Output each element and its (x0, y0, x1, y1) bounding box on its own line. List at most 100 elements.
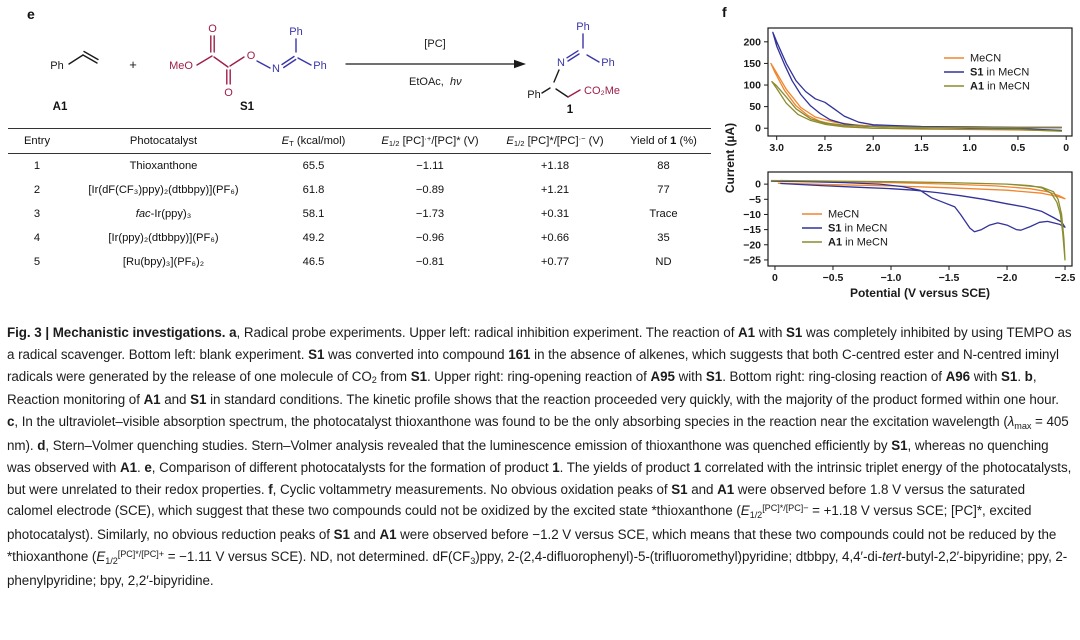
series-A1 in MeCN (770, 179, 1066, 261)
table-cell: −1.11 (416, 160, 444, 172)
product-imine-bond (567, 53, 580, 62)
text-segment: ·+ (424, 133, 432, 143)
text-segment: [Ir(dF(CF₃)ppy)₂(dtbbpy)](PF₆) (88, 184, 239, 196)
legend-label: S1 in MeCN (828, 223, 887, 235)
text-segment: . (137, 459, 145, 475)
text-segment: (%) (676, 135, 697, 147)
y-tick-label: −15 (743, 224, 761, 236)
text-segment: , whereas no quenching was observed with (7, 437, 1049, 475)
text-segment: A1 (738, 325, 756, 340)
a1-double-bond (83, 50, 99, 61)
s1-imine-bond (281, 55, 295, 66)
text-segment: A1 (379, 527, 397, 543)
condition-solvent: EtOAc, (409, 76, 444, 88)
table-cell: +0.66 (540, 232, 570, 244)
table-header-row: Entry Photocatalyst ET (kcal/mol) E1/2 [PC]… (8, 128, 711, 154)
x-tick-label: −2.0 (997, 272, 1018, 284)
product-n-label: N (557, 57, 565, 69)
table-header-cell-0: Entry (8, 128, 66, 154)
s1-o-top-label: O (208, 23, 217, 35)
text-segment: A96 (945, 368, 971, 384)
x-axis-title: Potential (V versus SCE) (850, 286, 990, 300)
x-tick-label: 2.5 (818, 142, 833, 154)
s1-imine-bond (283, 58, 297, 69)
table-cell: 61.8 (302, 184, 325, 196)
legend-label: A1 in MeCN (828, 237, 888, 249)
x-tick-label: −0.5 (823, 272, 844, 284)
text-segment: S1 (671, 481, 688, 497)
series-A1 in MeCN (771, 80, 1063, 132)
text-segment: 161 (508, 346, 531, 362)
y-tick-label: 200 (743, 36, 761, 48)
text-segment: [Ru(bpy)₃](PF₆)₂ (122, 256, 205, 268)
text-segment: 3 (470, 555, 476, 566)
text-segment: f (268, 481, 273, 497)
text-segment: correlated with the intrinsic triplet en… (7, 459, 1072, 497)
text-segment: [PC]*/[PC] (524, 135, 579, 147)
table-row: 1 Thioxanthone 65.5 −1.11 +1.18 88 (8, 154, 711, 179)
text-segment: . (1017, 368, 1025, 384)
text-segment: , Reaction monitoring of (7, 368, 1037, 408)
s1-bond (297, 57, 312, 66)
s1-meo-label: MeO (169, 60, 193, 72)
x-tick-label: −1.5 (939, 272, 960, 284)
text-segment: was converted into compound (324, 346, 509, 362)
reaction-scheme: Ph A1 + MeO O O O N Ph Ph S1 [PC] EtOAc,… (50, 21, 620, 116)
text-segment: (V) (585, 135, 604, 147)
y-tick-label: 50 (749, 101, 761, 113)
text-segment: S1 (705, 368, 723, 384)
text-segment: in the absence of alkenes, which suggest… (7, 346, 1059, 384)
table-cell: 77 (657, 184, 670, 196)
text-segment: tert (882, 548, 902, 564)
product-ester-label: CO₂Me (584, 85, 620, 97)
text-segment: and (687, 481, 718, 497)
series-S1 in MeCN (770, 180, 1066, 233)
text-segment: E (281, 135, 290, 147)
text-segment: [PC]*/[PC]− (762, 503, 809, 514)
text-segment: = 405 nm). (7, 414, 1069, 453)
text-segment: from (376, 368, 411, 384)
text-segment: -Ir(ppy)₃ (150, 208, 192, 220)
text-segment: λ (1007, 414, 1015, 430)
text-segment: T (289, 139, 294, 149)
text-segment: 2 (371, 375, 377, 386)
text-segment: E (96, 548, 106, 564)
legend-label: MeCN (970, 53, 1001, 65)
table-cell: 65.5 (302, 160, 325, 172)
text-segment: S1 (333, 527, 350, 543)
s1-ph-top-label: Ph (289, 26, 302, 38)
text-segment: , Radical probe experiments. Upper left:… (236, 325, 739, 340)
cv-plot-oxidation: 3.0 2.5 2.0 1.5 1.0 0.5 0 200 150 100 50 0 MeCN S1 in… (743, 27, 1073, 154)
text-segment: 1/2 (105, 555, 118, 566)
product-ph-top-label: Ph (576, 21, 589, 33)
s1-o-ester-label: O (247, 50, 256, 62)
table-cell: −0.89 (415, 184, 445, 196)
table-header-cell-3: E1/2 [PC]·+/[PC]* (V) (366, 128, 494, 154)
text-segment: A95 (650, 368, 675, 384)
x-tick-label: −1.0 (881, 272, 902, 284)
s1-bond (196, 55, 213, 66)
legend-label: MeCN (828, 209, 859, 221)
text-segment: Yield of (630, 135, 671, 147)
table-cell: 88 (657, 160, 670, 172)
product-bond (553, 69, 560, 83)
text-segment: /[PC]* (V) (431, 135, 479, 147)
table-cell: 3 (33, 208, 41, 220)
text-segment: . Upper right: ring-opening reaction of (426, 368, 651, 384)
plus-sign: + (129, 57, 137, 72)
table-header-cell-2: ET (kcal/mol) (261, 128, 366, 154)
table-cell: 49.2 (302, 232, 325, 244)
product-bond (567, 89, 581, 98)
x-tick-label: 3.0 (769, 142, 784, 154)
table-cell: +0.31 (540, 208, 570, 220)
table-header-cell-1: Photocatalyst (66, 128, 261, 154)
y-tick-label: −10 (743, 209, 761, 221)
x-tick-label: 0.5 (1011, 142, 1026, 154)
text-segment: = −1.11 V versus SCE). ND, not determine… (164, 548, 471, 564)
s1-bond (213, 56, 229, 68)
x-tick-label: 1.0 (962, 142, 977, 154)
text-segment: S1 (1001, 368, 1018, 384)
product-bond (541, 87, 551, 94)
table-cell: Trace (649, 208, 678, 220)
table-row: 3 fac-Ir(ppy)₃ 58.1 −1.73 +0.31 Trace (8, 202, 711, 226)
